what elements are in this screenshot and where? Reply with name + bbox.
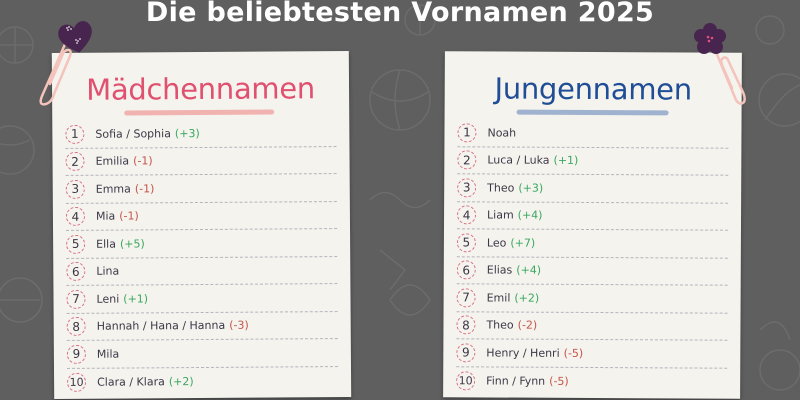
list-item: 3 Theo (+3) [457, 174, 729, 204]
name-text: Finn / Fynn [486, 374, 546, 388]
rank-badge: 7 [456, 288, 476, 308]
change-indicator: (+1) [553, 154, 579, 168]
change-indicator: (+1) [123, 292, 149, 306]
rank-badge: 7 [66, 289, 86, 309]
list-item: 6 Lina [66, 256, 338, 286]
page-title: Die beliebtesten Vornamen 2025 [145, 0, 655, 28]
name-text: Clara / Klara [97, 375, 165, 389]
rank-badge: 4 [457, 205, 477, 225]
change-indicator: (-1) [119, 209, 139, 223]
paperclip-icon [714, 50, 746, 105]
name-text: Sofia / Sophia [95, 126, 171, 141]
girls-list: 1 Sofia / Sophia (+3) 2 Emilia (-1) 3 Emma (-1… [65, 119, 338, 396]
list-item: 1 Noah [457, 119, 729, 149]
heading-underline [124, 109, 275, 116]
name-text: Henry / Henri [486, 346, 560, 360]
name-text: Emil [486, 291, 511, 305]
change-indicator: (-3) [229, 318, 249, 333]
boys-list: 1 Noah 2 Luca / Luka (+1) 3 Theo (+3) 4 Liam (+… [456, 119, 729, 396]
rank-badge: 2 [65, 152, 85, 172]
list-item: 5 Leo (+7) [456, 229, 728, 259]
list-item: 10 Finn / Fynn (-5) [456, 367, 727, 396]
name-text: Leni [96, 292, 120, 306]
rank-badge: 8 [66, 317, 86, 337]
rank-badge: 3 [65, 179, 85, 199]
heart-icon [58, 21, 92, 53]
name-text: Liam [487, 208, 514, 222]
name-text: Mila [96, 347, 120, 361]
change-indicator: (+4) [516, 263, 542, 277]
heading-underline [516, 109, 669, 116]
name-text: Leo [486, 236, 507, 250]
list-item: 7 Emil (+2) [456, 284, 728, 314]
change-indicator: (-1) [134, 182, 155, 196]
name-text: Theo [487, 181, 515, 195]
rank-badge: 2 [457, 150, 477, 170]
list-item: 4 Liam (+4) [456, 201, 729, 231]
name-text: Emilia [95, 154, 130, 168]
list-item: 8 Hannah / Hana / Hanna (-3) [66, 311, 338, 341]
boys-heading: Jungennamen [494, 71, 692, 107]
change-indicator: (+2) [168, 374, 194, 388]
paperclip-icon [39, 40, 72, 106]
change-indicator: (-1) [133, 154, 153, 168]
change-indicator: (+4) [517, 208, 543, 222]
rank-badge: 1 [457, 123, 477, 143]
list-item: 2 Emilia (-1) [65, 146, 337, 176]
list-item: 9 Mila [66, 339, 338, 369]
rank-badge: 10 [456, 371, 476, 391]
list-item: 4 Mia (-1) [65, 201, 338, 231]
name-text: Emma [95, 182, 131, 196]
change-indicator: (+5) [119, 237, 145, 251]
rank-badge: 1 [65, 124, 85, 144]
change-indicator: (-5) [549, 374, 569, 388]
name-text: Mia [95, 209, 116, 223]
rank-badge: 5 [66, 234, 86, 254]
rank-badge: 8 [456, 315, 476, 335]
list-item: 7 Leni (+1) [66, 284, 338, 314]
list-item: 3 Emma (-1) [65, 174, 337, 204]
change-indicator: (+2) [514, 291, 540, 305]
rank-badge: 5 [456, 233, 476, 253]
rank-badge: 6 [66, 262, 86, 282]
rank-badge: 10 [67, 372, 87, 392]
list-item: 5 Ella (+5) [66, 229, 338, 259]
name-text: Theo [486, 318, 514, 332]
list-item: 8 Theo (-2) [456, 311, 728, 341]
name-text: Hannah / Hana / Hanna [96, 319, 226, 333]
girls-heading: Mädchennamen [86, 71, 316, 107]
rank-badge: 3 [457, 178, 477, 198]
girls-names-card: Mädchennamen 1 Sofia / Sophia (+3) 2 Emilia… [51, 50, 352, 400]
name-text: Elias [486, 263, 513, 277]
name-text: Ella [96, 237, 116, 251]
change-indicator: (+7) [510, 236, 536, 250]
list-item: 2 Luca / Luka (+1) [457, 146, 729, 176]
change-indicator: (+3) [174, 126, 200, 140]
flower-icon [694, 23, 726, 54]
rank-badge: 4 [65, 207, 86, 227]
change-indicator: (+3) [518, 181, 544, 195]
name-text: Lina [96, 264, 120, 278]
rank-badge: 6 [456, 260, 476, 280]
list-item: 6 Elias (+4) [456, 256, 728, 286]
rank-badge: 9 [456, 343, 476, 363]
name-text: Luca / Luka [487, 153, 550, 168]
boys-names-card: Jungennamen 1 Noah 2 Luca / Luka (+1) 3 Theo… [443, 51, 742, 399]
rank-badge: 9 [66, 344, 86, 364]
list-item: 1 Sofia / Sophia (+3) [65, 119, 337, 149]
change-indicator: (-2) [517, 318, 538, 332]
name-text: Noah [487, 126, 517, 140]
change-indicator: (-5) [563, 346, 584, 360]
list-item: 9 Henry / Henri (-5) [456, 339, 728, 369]
list-item: 10 Clara / Klara (+2) [67, 367, 338, 396]
